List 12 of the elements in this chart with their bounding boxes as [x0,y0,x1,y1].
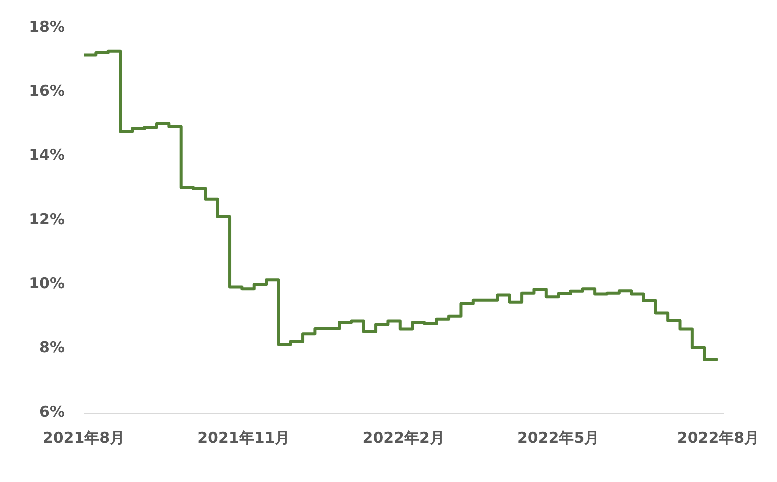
x-tick-label: 2022年5月 [517,428,600,447]
y-tick-label: 6% [40,402,65,421]
x-tick-label: 2022年2月 [362,428,445,447]
y-tick-label: 10% [29,274,65,293]
y-tick-label: 12% [29,210,65,228]
y-tick-label: 18% [29,18,65,36]
y-tick-label: 16% [29,82,65,100]
x-tick-label: 2021年8月 [42,428,126,447]
y-tick-label: 14% [29,146,65,164]
y-tick-label: 8% [40,338,65,357]
x-tick-label: 2021年11月 [198,428,290,447]
x-tick-label: 2022年8月 [677,428,760,447]
